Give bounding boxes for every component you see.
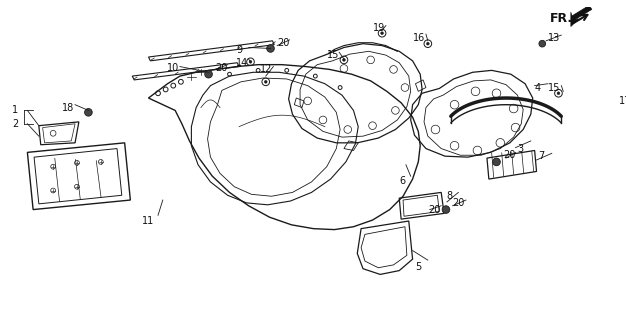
Circle shape [85,108,92,116]
Text: 4: 4 [535,84,541,93]
Text: 15: 15 [548,84,560,93]
Circle shape [442,206,449,213]
Text: 13: 13 [548,33,560,43]
Circle shape [264,80,267,83]
Circle shape [267,44,274,52]
Text: 9: 9 [236,45,242,55]
Text: 2: 2 [12,119,18,129]
Circle shape [381,32,384,35]
Text: 6: 6 [399,176,406,186]
Text: 8: 8 [446,191,452,201]
Text: 11: 11 [142,216,154,226]
Text: 19: 19 [372,23,385,33]
Circle shape [205,70,212,78]
Text: 3: 3 [518,144,523,154]
Circle shape [426,42,429,45]
Text: 15: 15 [327,50,339,60]
Text: 10: 10 [167,63,179,74]
Text: 18: 18 [62,103,74,113]
Circle shape [557,92,560,95]
Text: 16: 16 [413,33,425,43]
Circle shape [493,158,500,166]
Circle shape [539,40,546,47]
Text: 20: 20 [215,62,228,73]
Polygon shape [571,5,592,27]
Circle shape [249,60,252,63]
Text: 1: 1 [12,105,18,116]
Text: 14: 14 [236,58,249,68]
Text: FR.: FR. [550,12,573,25]
Text: 20: 20 [503,150,516,160]
Text: 17: 17 [618,96,626,106]
Text: 5: 5 [416,262,422,272]
Text: 20: 20 [428,204,440,215]
Circle shape [342,59,346,61]
Text: 7: 7 [538,151,545,161]
Text: 20: 20 [277,38,290,48]
Text: 20: 20 [453,198,465,208]
Text: 12: 12 [260,64,272,75]
Circle shape [625,101,626,104]
